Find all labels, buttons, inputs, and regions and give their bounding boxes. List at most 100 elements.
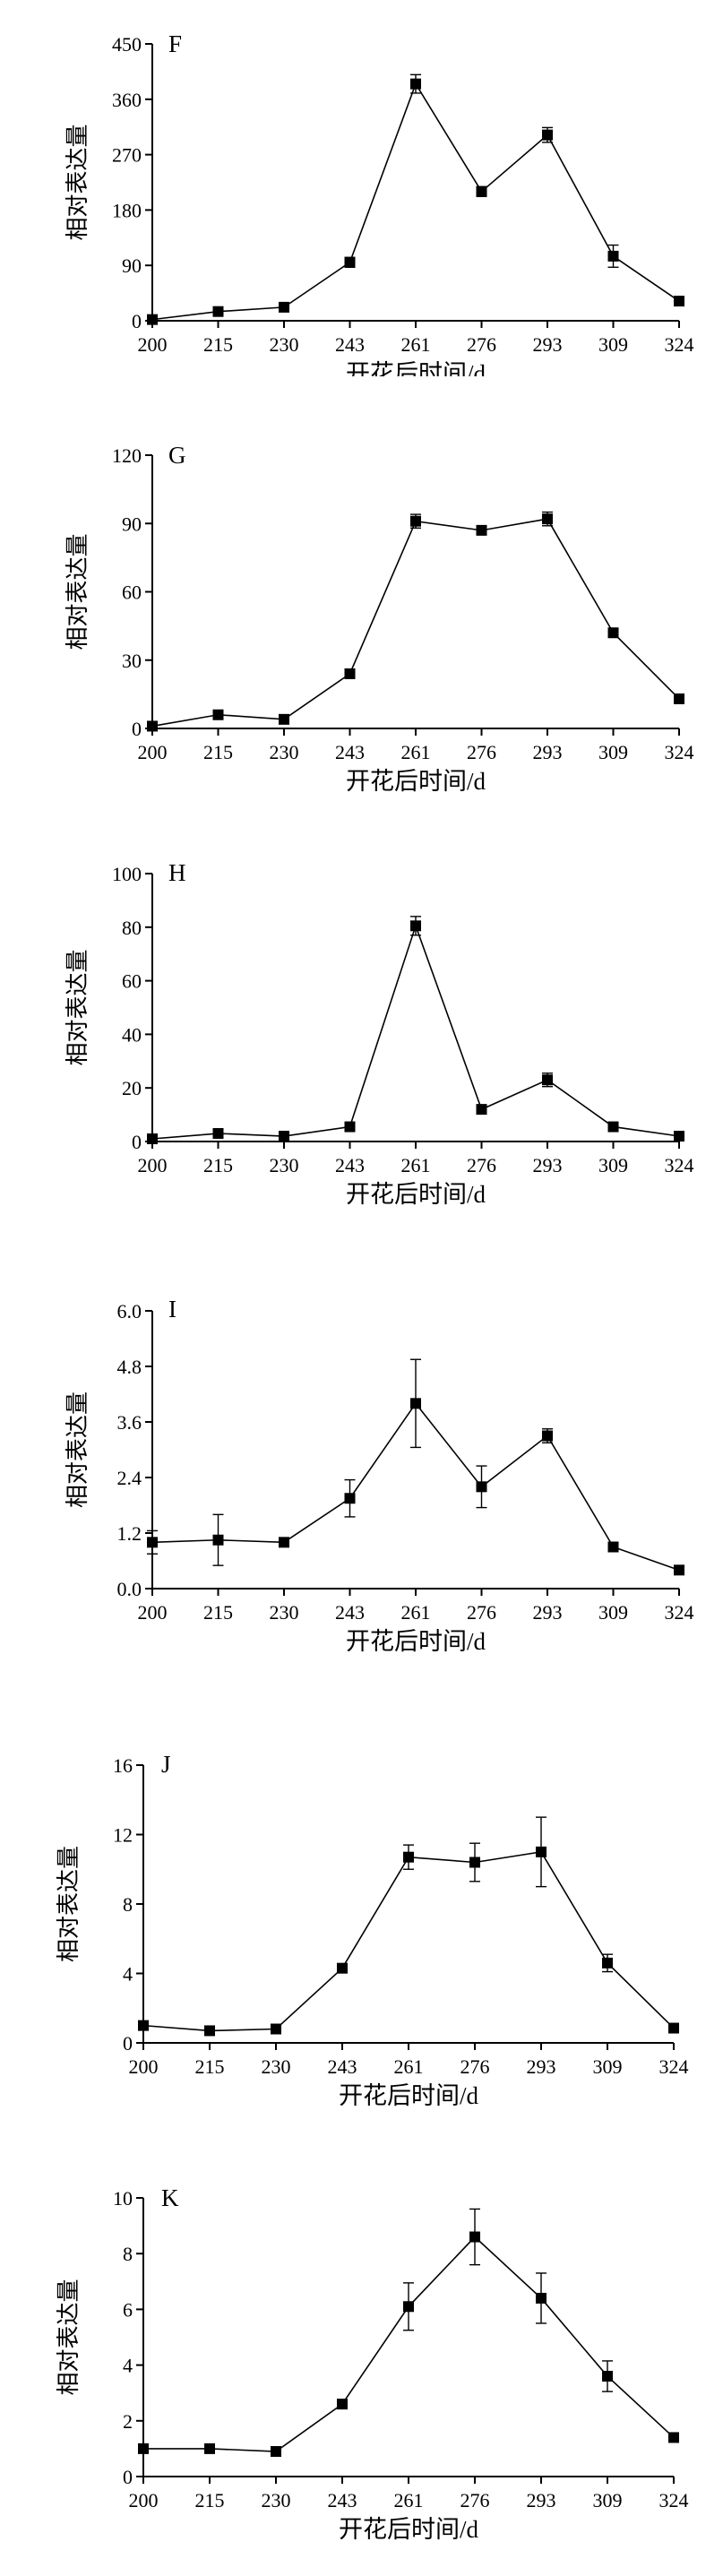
y-tick-label: 90 — [122, 513, 142, 535]
y-axis-label: 相对表达量 — [65, 949, 90, 1065]
x-tick-label: 230 — [270, 1601, 299, 1624]
y-tick-label: 20 — [122, 1077, 142, 1099]
x-tick-label: 261 — [401, 741, 431, 763]
y-tick-label: 120 — [112, 444, 142, 467]
x-tick-label: 261 — [401, 1154, 431, 1176]
series-line — [142, 1851, 675, 2032]
data-point — [147, 1133, 158, 1145]
x-axis-label: 开花后时间/d — [346, 768, 486, 795]
x-tick-label: 309 — [598, 1601, 628, 1624]
x-tick-label: 243 — [328, 2489, 357, 2511]
y-tick-label: 2.4 — [117, 1467, 142, 1489]
y-tick-label: 270 — [112, 144, 142, 167]
y-tick-label: 60 — [122, 970, 142, 993]
y-tick-label: 16 — [113, 1754, 133, 1777]
data-point — [607, 627, 619, 639]
data-point — [212, 1128, 224, 1140]
x-tick-label: 215 — [203, 1601, 233, 1624]
y-tick-label: 6 — [123, 2298, 133, 2321]
x-tick-label: 243 — [335, 333, 365, 356]
chart-panel-i: 0.0 1.2 2.4 3.6 4.8 6.0 200 215 230 243 261 276 293 3… — [65, 1296, 694, 1655]
x-axis-label: 开花后时间/d — [339, 2082, 479, 2109]
data-point — [668, 2022, 679, 2034]
x-tick-label: 215 — [195, 2489, 225, 2511]
chart-panel-j: 0 4 8 12 16 200 215 230 243 261 276 293 309 324 J 相对表达量… — [56, 1751, 689, 2109]
x-tick-label: 276 — [460, 2489, 490, 2511]
y-tick-label: 4.8 — [117, 1356, 142, 1378]
data-point — [212, 709, 224, 720]
data-point — [344, 1493, 356, 1504]
data-point — [410, 920, 421, 932]
y-tick-label: 450 — [112, 33, 142, 56]
x-tick-label: 324 — [659, 2489, 689, 2511]
series-line — [151, 518, 680, 728]
x-tick-label: 261 — [394, 2055, 424, 2078]
panel-letter: G — [168, 442, 186, 469]
y-axis-label: 相对表达量 — [65, 533, 90, 650]
data-point — [279, 1131, 289, 1142]
x-tick-label: 200 — [129, 2055, 159, 2078]
data-point — [279, 713, 289, 725]
data-point — [476, 1104, 487, 1116]
x-tick-label: 293 — [533, 741, 563, 763]
data-point — [403, 2301, 414, 2313]
x-tick-label: 276 — [467, 1601, 496, 1624]
data-point — [668, 2432, 679, 2443]
x-tick-label: 261 — [401, 333, 431, 356]
x-tick-label: 276 — [467, 1154, 496, 1176]
data-point — [542, 513, 553, 525]
x-tick-label: 243 — [335, 741, 365, 763]
data-point — [403, 1851, 414, 1863]
y-tick-label: 0 — [132, 310, 142, 332]
x-tick-label: 309 — [598, 1154, 628, 1176]
y-tick-label: 80 — [122, 917, 142, 939]
x-tick-label: 200 — [138, 1154, 168, 1176]
x-axis-label: 开花后时间/d — [346, 1181, 486, 1208]
x-tick-label: 200 — [129, 2489, 159, 2511]
data-point — [476, 1481, 487, 1493]
x-tick-label: 276 — [467, 741, 496, 763]
data-point — [337, 2399, 348, 2410]
y-tick-label: 4 — [123, 1963, 133, 1986]
data-point — [476, 185, 487, 197]
x-tick-label: 324 — [665, 741, 694, 763]
data-point — [279, 1537, 289, 1548]
data-point — [212, 306, 224, 317]
x-tick-label: 324 — [665, 333, 694, 356]
data-point — [344, 668, 356, 679]
data-point — [542, 1430, 553, 1442]
data-point — [337, 1962, 348, 1974]
data-point — [469, 2231, 480, 2243]
x-tick-label: 309 — [593, 2489, 623, 2511]
x-tick-label: 230 — [262, 2489, 291, 2511]
x-tick-label: 215 — [203, 741, 233, 763]
data-point — [607, 1541, 619, 1553]
x-tick-label: 230 — [262, 2055, 291, 2078]
y-tick-label: 40 — [122, 1023, 142, 1046]
y-axis-label: 相对表达量 — [65, 124, 90, 240]
data-point — [469, 1857, 480, 1868]
data-point — [138, 2020, 149, 2031]
x-tick-label: 309 — [593, 2055, 623, 2078]
x-tick-label: 309 — [598, 741, 628, 763]
y-tick-label: 360 — [112, 89, 142, 111]
data-point — [536, 1846, 547, 1857]
data-point — [476, 524, 487, 536]
y-tick-label: 3.6 — [117, 1411, 142, 1434]
y-axis-label: 相对表达量 — [65, 1391, 90, 1508]
x-axis-label: 开花后时间/d — [339, 2516, 479, 2543]
data-point — [607, 250, 619, 262]
series-line — [151, 923, 680, 1140]
x-tick-label: 230 — [270, 741, 299, 763]
data-point — [271, 2446, 281, 2458]
x-tick-label: 215 — [203, 1154, 233, 1176]
x-tick-label: 200 — [138, 333, 168, 356]
x-tick-label: 276 — [467, 333, 496, 356]
y-tick-label: 60 — [122, 582, 142, 604]
data-point — [674, 693, 684, 704]
data-point — [138, 2442, 149, 2454]
x-tick-label: 261 — [401, 1601, 431, 1624]
y-tick-label: 0 — [123, 2032, 133, 2055]
x-tick-label: 215 — [203, 333, 233, 356]
panel-letter: K — [161, 2184, 179, 2211]
